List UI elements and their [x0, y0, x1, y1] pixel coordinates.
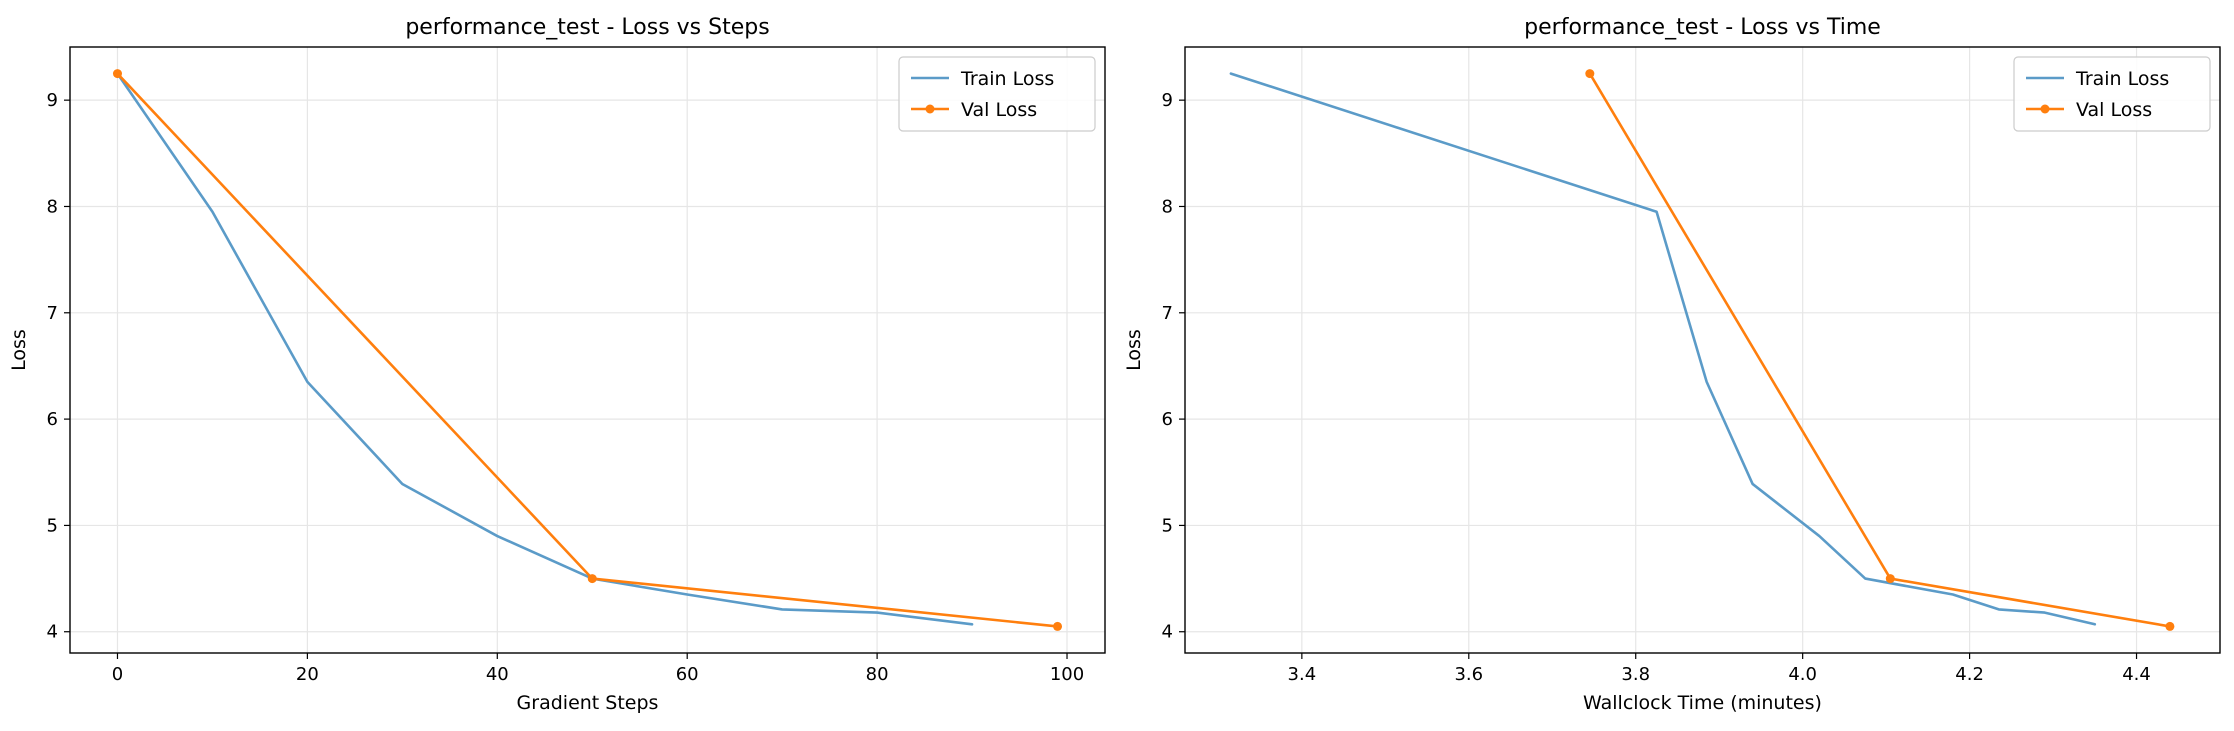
chart-loss-vs-time: 3.4 3.6 3.8 4.0 4.2 4.4 4 5 6 7 8 9 performance_test… — [1123, 15, 2221, 714]
chart-title: performance_test - Loss vs Steps — [405, 15, 769, 40]
y-tick-label: 4 — [1162, 622, 1173, 643]
y-tick-label: 7 — [1162, 303, 1173, 324]
chart-title: performance_test - Loss vs Time — [1524, 15, 1881, 40]
y-tick-label: 8 — [1162, 196, 1173, 217]
legend-label-val-loss: Val Loss — [2076, 99, 2152, 121]
x-tick-label: 4.0 — [1788, 664, 1817, 685]
x-tick-label: 60 — [676, 664, 699, 685]
legend: Train Loss Val Loss — [2013, 56, 2211, 132]
data-point-val-loss — [112, 69, 122, 79]
legend-box — [898, 56, 1096, 132]
y-tick-label: 9 — [1162, 90, 1173, 111]
series-line-train-loss — [1229, 72, 2097, 626]
legend: Train Loss Val Loss — [898, 56, 1096, 132]
x-tick-label: 4.2 — [1955, 664, 1984, 685]
y-tick-label: 8 — [47, 196, 58, 217]
legend-label-train-loss: Train Loss — [2075, 68, 2169, 90]
data-point-val-loss — [2165, 621, 2175, 631]
legend-label-val-loss: Val Loss — [961, 99, 1037, 121]
y-axis-label: Loss — [8, 329, 30, 371]
data-point-val-loss — [1885, 574, 1895, 584]
y-tick-label: 6 — [1162, 409, 1173, 430]
x-tick-label: 20 — [296, 664, 319, 685]
y-tick-label: 4 — [47, 622, 58, 643]
y-tick-label: 9 — [47, 90, 58, 111]
y-axis-label: Loss — [1123, 329, 1145, 371]
y-tick-label: 6 — [47, 409, 58, 430]
data-point-val-loss — [1053, 621, 1063, 631]
x-tick-label: 0 — [112, 664, 123, 685]
x-axis-label: Gradient Steps — [517, 692, 659, 714]
legend-marker-val-loss — [2040, 104, 2050, 114]
x-tick-label: 80 — [866, 664, 889, 685]
x-tick-label: 3.8 — [1621, 664, 1650, 685]
x-tick-label: 3.6 — [1454, 664, 1483, 685]
x-tick-label: 40 — [486, 664, 509, 685]
data-point-val-loss — [587, 574, 597, 584]
x-axis-label: Wallclock Time (minutes) — [1583, 692, 1822, 714]
series-line-train-loss — [116, 72, 974, 626]
plot-frame — [1184, 46, 2221, 654]
legend-label-train-loss: Train Loss — [960, 68, 1054, 90]
x-tick-label: 100 — [1050, 664, 1084, 685]
y-tick-label: 5 — [1162, 515, 1173, 536]
x-tick-label: 3.4 — [1288, 664, 1317, 685]
y-tick-label: 5 — [47, 515, 58, 536]
legend-box — [2013, 56, 2211, 132]
chart-loss-vs-steps: 0 20 40 60 80 100 4 5 6 7 8 9 performance_test - Los… — [8, 15, 1106, 714]
legend-marker-val-loss — [925, 104, 935, 114]
data-point-val-loss — [1585, 69, 1595, 79]
plot-frame — [69, 46, 1106, 654]
x-tick-label: 4.4 — [2122, 664, 2151, 685]
y-tick-label: 7 — [47, 303, 58, 324]
